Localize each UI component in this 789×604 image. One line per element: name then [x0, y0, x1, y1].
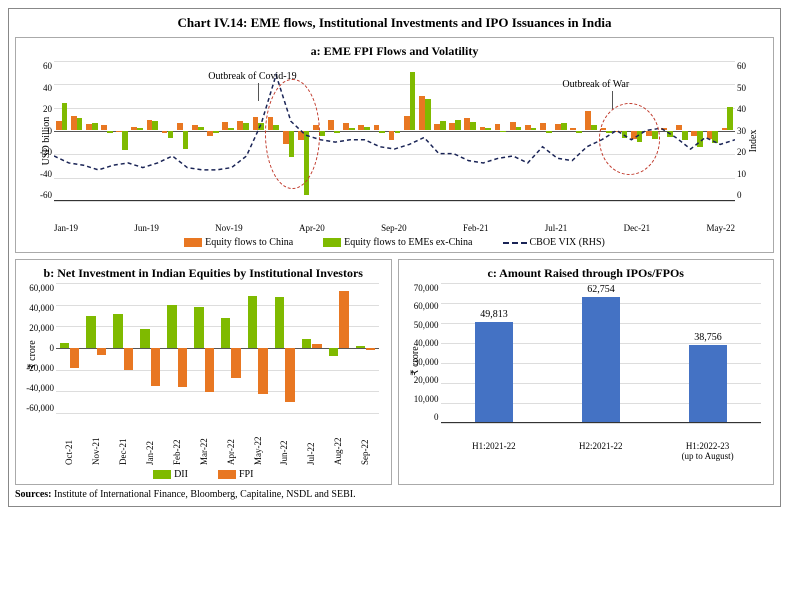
- panel-c-subtitle: c: Amount Raised through IPOs/FPOs: [407, 266, 766, 281]
- chart-frame: Chart IV.14: EME flows, Institutional In…: [8, 8, 781, 507]
- panel-b-subtitle: b: Net Investment in Indian Equities by …: [24, 266, 383, 281]
- panel-a-plot: 6040200-20-40-60 6050403020100 Outbreak …: [54, 61, 735, 201]
- panel-a-yticks-left: 6040200-20-40-60: [30, 61, 52, 200]
- panel-c-yticks: 70,00060,00050,00040,00030,00020,00010,0…: [405, 283, 439, 422]
- sources-line: Sources: Institute of International Fina…: [15, 489, 774, 500]
- legend-label-fpi: FPI: [239, 469, 253, 480]
- swatch-dii: [153, 470, 171, 479]
- annotation: Outbreak of War: [562, 79, 629, 90]
- legend-label-ex: Equity flows to EMEs ex-China: [344, 237, 472, 248]
- panel-a-yticks-right: 6050403020100: [737, 61, 757, 200]
- panel-a-subtitle: a: EME FPI Flows and Volatility: [26, 44, 763, 59]
- legend-item-china: Equity flows to China: [184, 237, 293, 248]
- sources-text: Institute of International Finance, Bloo…: [51, 489, 355, 500]
- swatch-china: [184, 238, 202, 247]
- panel-b-legend: DII FPI: [24, 469, 383, 480]
- legend-label-vix: CBOE VIX (RHS): [530, 237, 605, 248]
- legend-item-ex: Equity flows to EMEs ex-China: [323, 237, 472, 248]
- legend-label-dii: DII: [174, 469, 188, 480]
- swatch-fpi: [218, 470, 236, 479]
- legend-item-fpi: FPI: [218, 469, 253, 480]
- swatch-ex: [323, 238, 341, 247]
- legend-label-china: Equity flows to China: [205, 237, 293, 248]
- bar-value-label: 49,813: [480, 309, 508, 320]
- panel-b-plot: 60,00040,00020,0000-20,000-40,000-60,000: [56, 283, 379, 413]
- panel-b-xlabels: Oct-21Nov-21Dec-21Jan-22Feb-22Mar-22Apr-…: [56, 429, 379, 465]
- panel-a-xlabels: Jan-19Jun-19Nov-19Apr-20Sep-20Feb-21Jul-…: [54, 223, 735, 233]
- panel-c-plot: 70,00060,00050,00040,00030,00020,00010,0…: [441, 283, 762, 423]
- panel-c: c: Amount Raised through IPOs/FPOs ₹ cro…: [398, 259, 775, 485]
- legend-item-vix: CBOE VIX (RHS): [503, 237, 605, 248]
- panel-a: a: EME FPI Flows and Volatility USD bill…: [15, 37, 774, 253]
- bar-value-label: 62,754: [587, 284, 615, 295]
- panel-b-yticks: 60,00040,00020,0000-20,000-40,000-60,000: [22, 283, 54, 413]
- panel-b: b: Net Investment in Indian Equities by …: [15, 259, 392, 485]
- bar-value-label: 38,756: [694, 332, 722, 343]
- panel-c-xlabels: H1:2021-22H2:2021-22H1:2022-23 (up to Au…: [441, 441, 762, 461]
- main-title: Chart IV.14: EME flows, Institutional In…: [15, 15, 774, 31]
- legend-item-dii: DII: [153, 469, 188, 480]
- swatch-vix: [503, 242, 527, 244]
- panel-a-legend: Equity flows to China Equity flows to EM…: [26, 237, 763, 248]
- sources-label: Sources:: [15, 489, 51, 500]
